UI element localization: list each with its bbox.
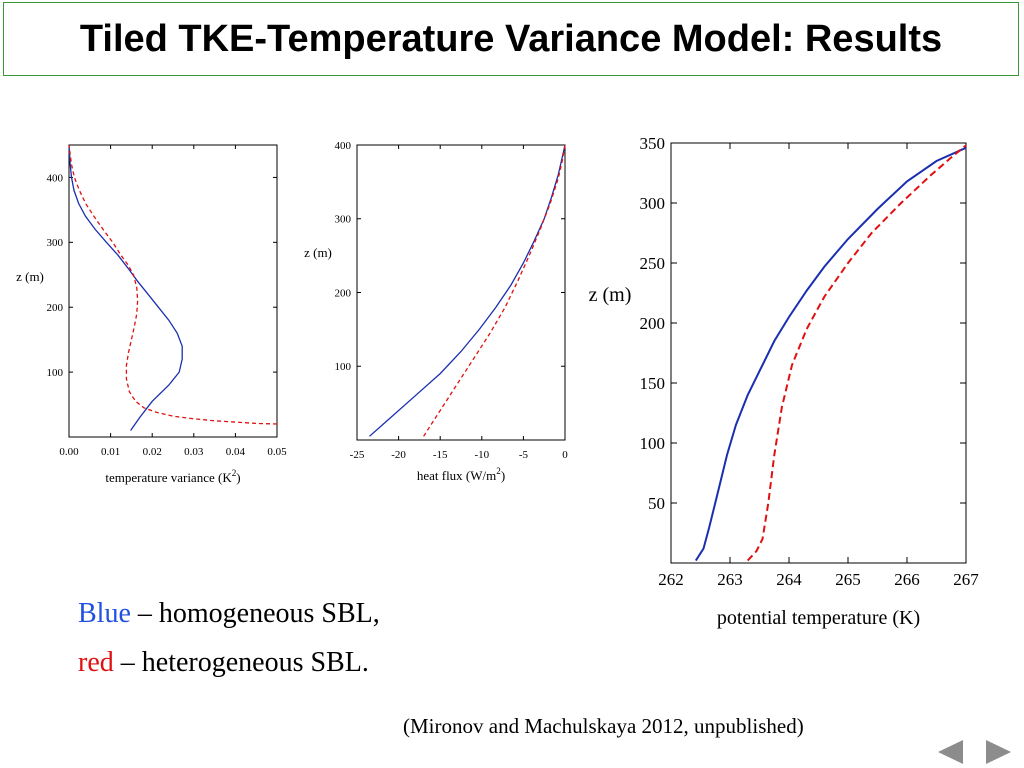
- series-blue-solid-line: [694, 146, 967, 562]
- legend-blue-word: Blue: [78, 598, 131, 629]
- chart-0: 0.00 0.01 0.02 0.03 0.04 0.05 100 200 300 400 z (m…: [16, 144, 287, 485]
- series-red-dashed-line: [423, 144, 566, 437]
- x-tick-label: 267: [953, 570, 979, 589]
- x-tick-label: 0.03: [184, 446, 204, 458]
- x-tick-label: 263: [717, 570, 743, 589]
- y-tick-label: 200: [640, 314, 666, 333]
- y-tick-label: 100: [640, 434, 666, 453]
- title-box: Tiled TKE-Temperature Variance Model: Re…: [3, 2, 1019, 76]
- y-tick-label: 50: [648, 494, 665, 513]
- series-blue-solid-line: [68, 144, 183, 431]
- x-tick-label: 0: [562, 449, 568, 461]
- y-tick-label: 250: [640, 254, 666, 273]
- x-axis-label: potential temperature (K): [717, 607, 920, 629]
- y-axis-label: z (m): [16, 269, 44, 284]
- y-tick-label: 100: [47, 367, 64, 379]
- plot-frame: [670, 142, 967, 564]
- y-tick-label: 400: [335, 140, 352, 152]
- y-tick-label: 200: [47, 302, 64, 314]
- y-tick-label: 300: [47, 237, 64, 249]
- y-tick-label: 300: [335, 214, 352, 226]
- legend-blue: Blue – homogeneous SBL,: [78, 598, 380, 630]
- x-tick-label: 264: [776, 570, 802, 589]
- y-tick-label: 100: [335, 361, 352, 373]
- series-red-dashed-line: [746, 144, 967, 562]
- x-tick-label: -10: [474, 449, 489, 461]
- triangle-right-icon[interactable]: [984, 738, 1014, 766]
- chart-1: -25 -20 -15 -10 -5 0 100 200 300 400 z (m) heat flu…: [304, 140, 568, 483]
- plot-frame: [356, 144, 566, 441]
- x-tick-label: 0.04: [226, 446, 246, 458]
- y-tick-label: 200: [335, 287, 352, 299]
- x-tick-label: -20: [391, 449, 406, 461]
- x-tick-label: 0.01: [101, 446, 120, 458]
- y-tick-label: 300: [640, 194, 666, 213]
- legend-red-text: – heterogeneous SBL.: [113, 647, 369, 678]
- x-axis-label-end: ): [501, 468, 505, 483]
- x-axis-label-main: temperature variance (K: [105, 470, 232, 485]
- legend-red-word: red: [78, 647, 114, 678]
- x-tick-label: -25: [350, 449, 365, 461]
- y-axis-label: z (m): [589, 284, 632, 306]
- x-tick-label: 262: [658, 570, 684, 589]
- x-axis-label-main: heat flux (W/m: [417, 468, 496, 483]
- series-red-dashed-line: [68, 144, 278, 425]
- y-tick-label: 400: [47, 172, 64, 184]
- triangle-left-icon[interactable]: [935, 738, 965, 766]
- x-tick-label: 0.05: [267, 446, 287, 458]
- x-axis-label: temperature variance (K2): [105, 468, 240, 485]
- x-tick-label: 266: [894, 570, 920, 589]
- x-tick-label: -15: [433, 449, 448, 461]
- y-tick-label: 150: [640, 374, 666, 393]
- citation: (Mironov and Machulskaya 2012, unpublish…: [403, 714, 804, 738]
- x-axis-label-end: ): [236, 470, 240, 485]
- legend-red: red – heterogeneous SBL.: [78, 647, 369, 679]
- x-axis-label-sup: 2: [232, 468, 237, 478]
- x-tick-label: 0.02: [143, 446, 162, 458]
- legend-blue-text: – homogeneous SBL,: [130, 598, 380, 629]
- chart-2: 262 263 264 265 266 267 50 100 150 200 250 300 350 z …: [589, 134, 980, 629]
- x-axis-label-sup: 2: [496, 466, 501, 476]
- series-blue-solid-line: [369, 144, 566, 437]
- y-axis-label: z (m): [304, 245, 332, 260]
- x-axis-label-main: potential temperature (K): [717, 607, 920, 629]
- plot-frame: [68, 144, 278, 438]
- x-tick-label: -5: [519, 449, 529, 461]
- x-tick-label: 0.00: [59, 446, 79, 458]
- x-axis-label: heat flux (W/m2): [417, 466, 505, 483]
- x-tick-label: 265: [835, 570, 861, 589]
- y-tick-label: 350: [640, 134, 666, 153]
- slide-title: Tiled TKE-Temperature Variance Model: Re…: [79, 17, 943, 60]
